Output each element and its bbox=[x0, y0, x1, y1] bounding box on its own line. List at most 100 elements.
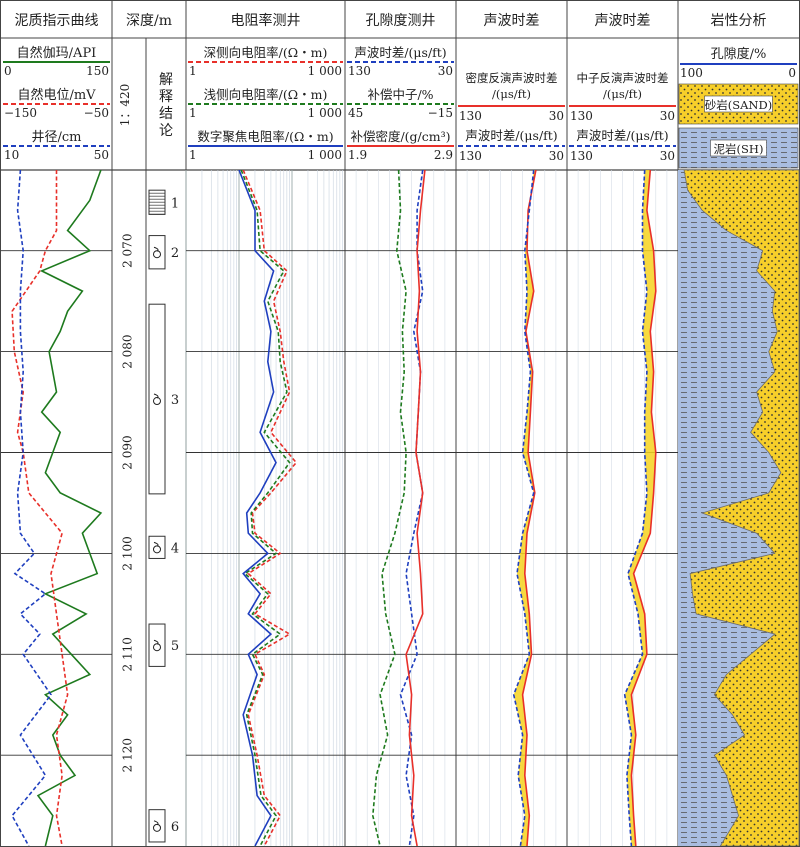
conclusion-label: 4 bbox=[171, 541, 179, 556]
conclusion-label: 1 bbox=[171, 196, 179, 211]
curve-header-sonic2: 中子反演声波时差 /(μs/ft) 130 30 声波时差/(μs/ft) 130 30 bbox=[569, 71, 676, 163]
litho-header: 孔隙度/% 100 0 砂岩(SAND) 泥岩(SH) bbox=[678, 46, 799, 169]
conclusion-label: 5 bbox=[171, 639, 179, 654]
curve-name: 补偿密度/(g/cm³) bbox=[350, 129, 450, 144]
curve-max: 30 bbox=[549, 149, 564, 163]
conclusion-label: 2 bbox=[171, 246, 179, 261]
series-resist-3 bbox=[242, 170, 298, 846]
curve-min: 10 bbox=[4, 148, 19, 162]
depth-tick-label: 2 110 bbox=[121, 637, 135, 671]
porosity-min: 100 bbox=[680, 66, 703, 80]
curve-min: 0 bbox=[4, 64, 12, 78]
series-shale-0 bbox=[36, 170, 103, 846]
curve-name: 自然伽玛/API bbox=[17, 45, 97, 61]
series-sonic1-10 bbox=[512, 170, 535, 846]
curve-name: 密度反演声波时差 bbox=[466, 71, 558, 85]
curve-min: 130 bbox=[570, 109, 593, 123]
conclusion-label: 6 bbox=[171, 820, 179, 835]
porosity-label: 孔隙度/% bbox=[711, 46, 767, 62]
depth-scale: 1：420 bbox=[118, 84, 132, 127]
curve-header-shale-0: 自然伽玛/API 0 150 bbox=[3, 45, 110, 78]
curve-header-poro-1: 补偿中子/% 45 −15 bbox=[347, 87, 454, 120]
conclusion-zone-5: 5 bbox=[148, 623, 179, 667]
conclusion-header-char: 结 bbox=[159, 106, 173, 122]
curve-name: 声波时差/(μs/ft) bbox=[354, 45, 446, 60]
oil-layer-icon bbox=[153, 393, 161, 406]
curve-name-unit: /(μs/ft) bbox=[603, 87, 642, 101]
oil-layer-icon bbox=[153, 639, 161, 652]
curve-name: 数字聚焦电阻率/(Ω・m) bbox=[197, 129, 333, 144]
curve-header-poro-2: 补偿密度/(g/cm³) 1.9 2.9 bbox=[347, 129, 454, 162]
depth-tick-label: 2 120 bbox=[121, 738, 135, 772]
series-sonic2-12 bbox=[623, 170, 648, 846]
curve-name: 补偿中子/% bbox=[367, 87, 433, 102]
series-poro-8 bbox=[405, 170, 426, 846]
track-title-depth: 深度/m bbox=[126, 13, 172, 29]
curve-header-resist-2: 数字聚焦电阻率/(Ω・m)1 1 000 bbox=[188, 129, 343, 162]
conclusion-label: 3 bbox=[171, 393, 179, 408]
curve-min: 45 bbox=[348, 106, 363, 120]
curve-header-poro-0: 声波时差/(μs/ft) 130 30 bbox=[347, 45, 454, 78]
sand-legend-label: 砂岩(SAND) bbox=[705, 98, 772, 112]
track-title-poro: 孔隙度测井 bbox=[366, 13, 436, 29]
conclusion-zone-4: 4 bbox=[148, 535, 179, 559]
depth-tick-label: 2 070 bbox=[121, 234, 135, 268]
series-sonic1-9 bbox=[521, 170, 537, 846]
series-shale-1 bbox=[11, 170, 69, 846]
conclusion-header-char: 释 bbox=[159, 89, 173, 105]
curve-max: 2.9 bbox=[434, 148, 453, 162]
depth-tick-label: 2 100 bbox=[121, 536, 135, 570]
curve-header-resist-1: 浅侧向电阻率/(Ω・m) 1 1 000 bbox=[188, 87, 343, 120]
track-title-sonic2: 声波时差 bbox=[595, 13, 651, 29]
series-poro-7 bbox=[371, 170, 407, 846]
curve-name-unit: /(μs/ft) bbox=[492, 87, 531, 101]
oil-layer-icon bbox=[153, 541, 161, 554]
series-resist-4 bbox=[240, 170, 291, 846]
series-sonic2-11 bbox=[630, 170, 657, 846]
oil-layer-icon bbox=[153, 820, 161, 832]
sand-fill bbox=[683, 170, 800, 846]
curve-max: 1 000 bbox=[308, 148, 342, 162]
conclusion-zone-1: 1 bbox=[148, 189, 179, 215]
curve-name: 声波时差/(μs/ft) bbox=[465, 128, 557, 143]
curve-min: −150 bbox=[4, 106, 37, 120]
curve-min: 130 bbox=[570, 149, 593, 163]
curve-min: 130 bbox=[348, 64, 371, 78]
conclusion-zone-6: 6 bbox=[148, 809, 179, 843]
depth-tick-label: 2 080 bbox=[121, 334, 135, 368]
curve-name: 井径/cm bbox=[32, 130, 82, 145]
track-title-sonic1: 声波时差 bbox=[484, 13, 540, 29]
track-title-resist: 电阻率测井 bbox=[231, 12, 301, 29]
track-title-shale: 泥质指示曲线 bbox=[15, 13, 99, 29]
track-title-litho: 岩性分析 bbox=[711, 13, 767, 29]
series-resist-5 bbox=[238, 170, 277, 846]
conclusion-zone-2: 2 bbox=[148, 235, 179, 270]
curve-max: 1 000 bbox=[308, 106, 342, 120]
curve-max: −15 bbox=[428, 106, 453, 120]
curve-header-sonic1: 密度反演声波时差 /(μs/ft) 130 30 声波时差/(μs/ft) 130 30 bbox=[458, 71, 565, 163]
curve-max: 30 bbox=[549, 109, 564, 123]
depth-tick-label: 2 090 bbox=[121, 435, 135, 469]
curve-max: 1 000 bbox=[308, 64, 342, 78]
curve-max: −50 bbox=[84, 106, 109, 120]
curve-name: 浅侧向电阻率/(Ω・m) bbox=[204, 87, 328, 102]
oil-layer-icon bbox=[153, 246, 161, 259]
curve-name: 中子反演声波时差 bbox=[577, 71, 669, 85]
conclusion-zone-3: 3 bbox=[148, 303, 179, 495]
curve-max: 30 bbox=[660, 149, 675, 163]
curve-header-resist-0: 深侧向电阻率/(Ω・m) 1 1 000 bbox=[188, 45, 343, 78]
curve-max: 30 bbox=[438, 64, 453, 78]
curve-min: 130 bbox=[459, 149, 482, 163]
curve-name: 深侧向电阻率/(Ω・m) bbox=[204, 45, 328, 60]
shale-legend-label: 泥岩(SH) bbox=[714, 142, 764, 156]
curve-max: 50 bbox=[94, 148, 109, 162]
curve-min: 1.9 bbox=[348, 148, 367, 162]
curve-name: 声波时差/(μs/ft) bbox=[576, 128, 668, 143]
plot-body: 2 070 2 080 2 090 2 100 2 110 2 120 bbox=[1, 170, 800, 846]
series-shale-2 bbox=[11, 170, 52, 846]
difference-fill-sonic2 bbox=[624, 170, 656, 846]
curve-min: 1 bbox=[189, 148, 197, 162]
curve-header-shale-2: 井径/cm 10 50 bbox=[3, 130, 110, 162]
porosity-max: 0 bbox=[788, 66, 796, 80]
